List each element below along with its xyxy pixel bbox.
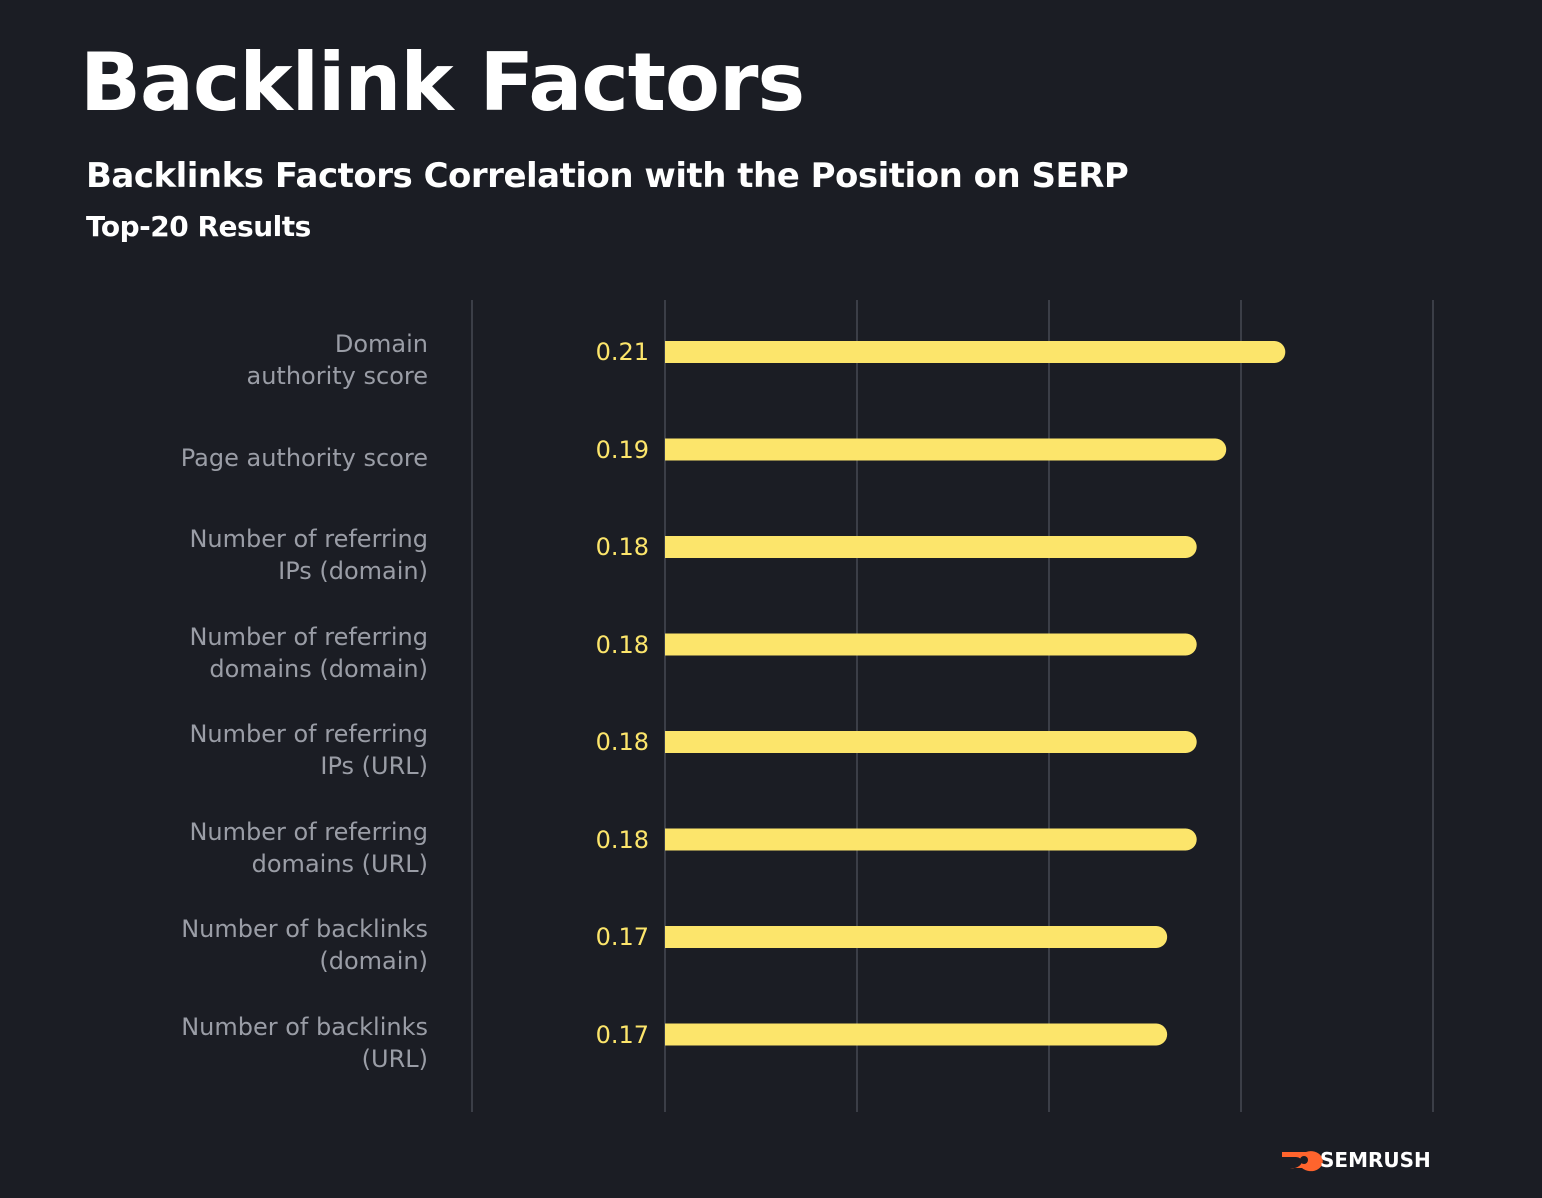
bar — [665, 438, 1227, 461]
y-tick-label: Number of referring domains (domain) — [189, 622, 428, 683]
chart-caption: Top-20 Results — [86, 210, 311, 243]
value-label: 0.21 — [595, 338, 649, 366]
bar — [665, 633, 1197, 656]
y-tick-label: Number of backlinks (domain) — [181, 915, 428, 975]
brand-name: SEMRUSH — [1320, 1148, 1431, 1172]
chart-subtitle: Backlinks Factors Correlation with the P… — [86, 156, 1129, 196]
chart-title: Backlink Factors — [80, 36, 805, 129]
bar — [665, 828, 1197, 851]
y-tick-label: Domain authority score — [246, 330, 429, 390]
y-tick-label: Number of referring IPs (URL) — [189, 720, 428, 780]
bar — [665, 1023, 1168, 1046]
bar — [665, 536, 1197, 558]
value-label: 0.17 — [595, 1020, 649, 1049]
bar — [665, 926, 1168, 948]
value-label: 0.17 — [595, 923, 649, 951]
brand-logo — [1282, 1151, 1323, 1172]
y-tick-label: Number of referring IPs (domain) — [189, 525, 428, 585]
bar — [665, 731, 1197, 753]
value-label: 0.18 — [595, 825, 649, 854]
y-tick-label: Page authority score — [180, 443, 428, 472]
value-label: 0.18 — [595, 533, 649, 561]
value-label: 0.18 — [595, 630, 649, 659]
value-label: 0.19 — [595, 435, 649, 464]
bar — [665, 341, 1286, 363]
y-tick-label: Number of backlinks (URL) — [181, 1012, 428, 1073]
value-label: 0.18 — [595, 728, 649, 756]
y-tick-label: Number of referring domains (URL) — [189, 817, 428, 878]
